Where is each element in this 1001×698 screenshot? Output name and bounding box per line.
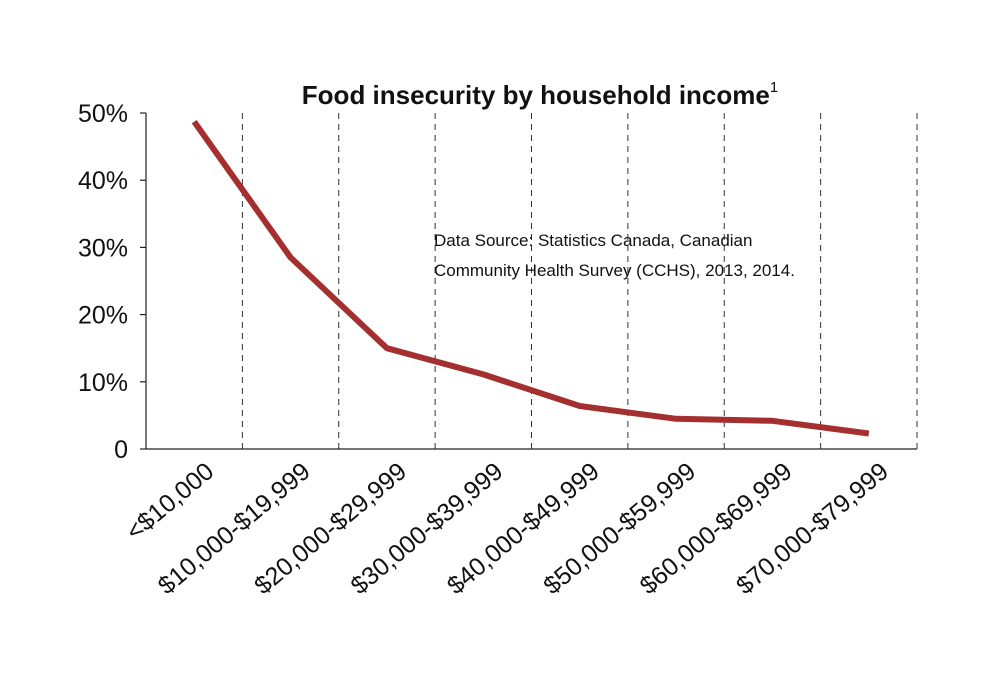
chart-title: Food insecurity by household income bbox=[302, 80, 770, 110]
data-source-line-1: Data Source: Statistics Canada, Canadian bbox=[434, 231, 752, 250]
y-axis-tick-labels: 0 10% 20% 30% 40% 50% bbox=[78, 100, 146, 464]
vertical-gridlines bbox=[241, 113, 918, 449]
y-tick-label: 50% bbox=[78, 100, 128, 128]
x-axis-tick-labels: <$10,000$10,000-$19,999$20,000-$29,999$3… bbox=[121, 457, 894, 600]
chart-title-footnote-marker: 1 bbox=[770, 79, 778, 96]
data-source-line-2: Community Health Survey (CCHS), 2013, 20… bbox=[434, 261, 795, 280]
y-tick-label: 30% bbox=[78, 234, 128, 262]
x-tick-label: <$10,000 bbox=[121, 457, 219, 546]
y-tick-label: 0 bbox=[114, 436, 128, 464]
chart-title-group: Food insecurity by household income1 bbox=[302, 79, 778, 110]
series-layer bbox=[191, 119, 870, 437]
axes bbox=[145, 113, 917, 450]
y-tick-label: 10% bbox=[78, 369, 128, 397]
y-tick-label: 20% bbox=[78, 302, 128, 330]
series-line bbox=[191, 119, 870, 437]
y-tick-label: 40% bbox=[78, 167, 128, 195]
